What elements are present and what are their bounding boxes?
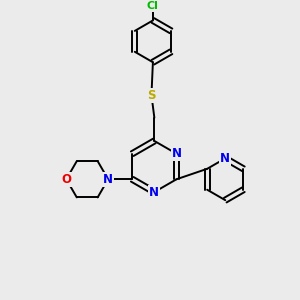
Text: O: O xyxy=(61,173,71,186)
Text: Cl: Cl xyxy=(147,1,159,11)
Text: N: N xyxy=(220,152,230,165)
Text: S: S xyxy=(147,88,156,102)
Text: N: N xyxy=(149,185,159,199)
Text: N: N xyxy=(172,147,182,160)
Text: N: N xyxy=(103,173,113,186)
